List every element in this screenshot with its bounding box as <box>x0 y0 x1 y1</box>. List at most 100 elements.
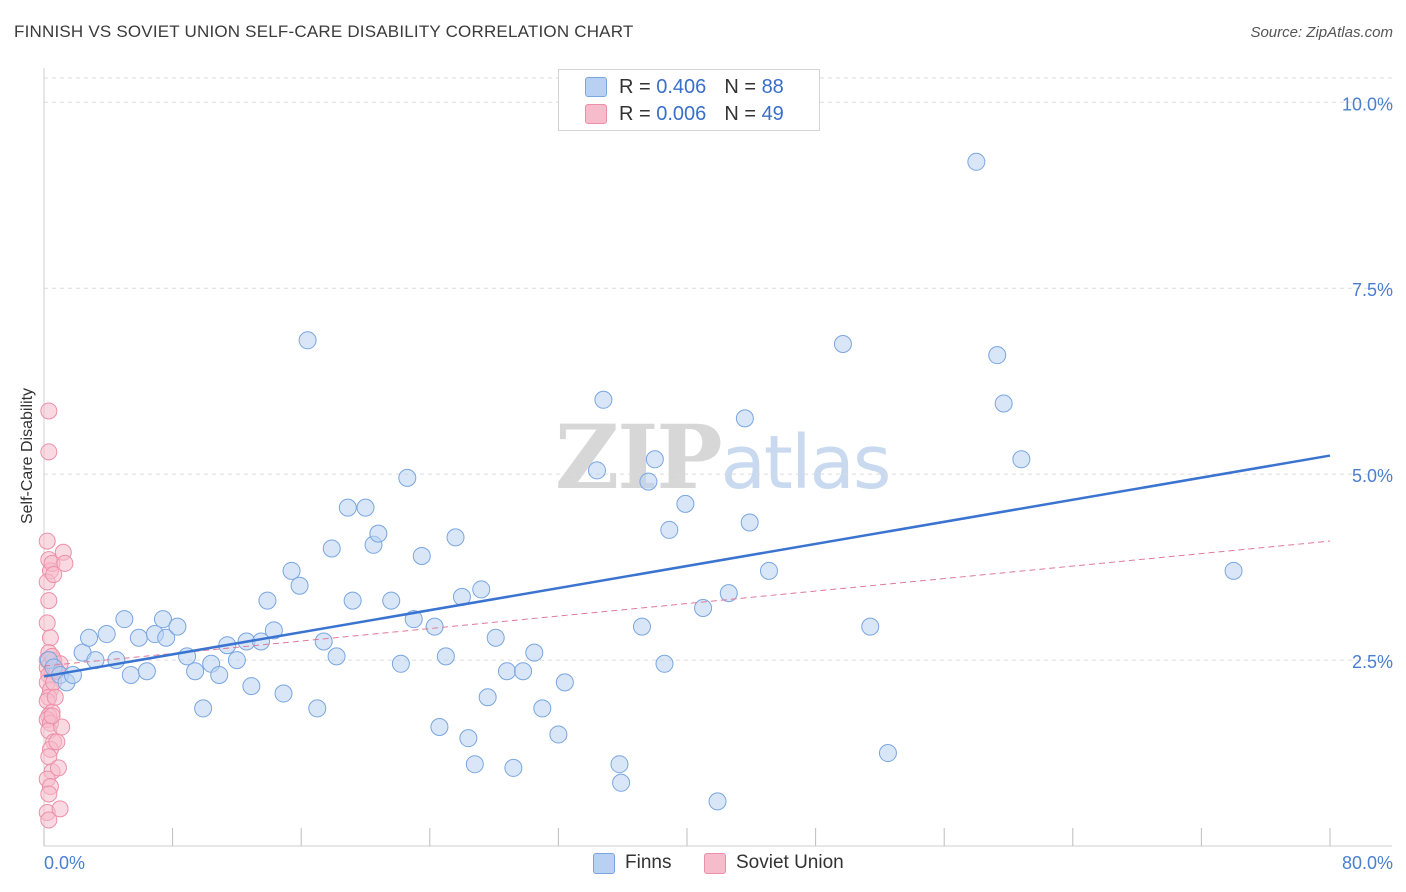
watermark-atlas: atlas <box>720 420 892 506</box>
finns-point <box>430 718 449 737</box>
finns-point <box>994 394 1013 413</box>
finns-point <box>412 546 431 565</box>
finns-point <box>356 498 375 517</box>
finns-point <box>322 539 341 558</box>
trend-lines <box>43 454 1331 678</box>
finns-point <box>369 524 388 543</box>
finns-point <box>660 520 679 539</box>
finns-point <box>735 409 754 428</box>
legend-item-soviet-union[interactable]: Soviet Union <box>704 852 844 874</box>
finns-point <box>227 651 246 670</box>
finns-point <box>525 643 544 662</box>
soviet-union-point <box>40 402 58 420</box>
legend-soviet-r-value: 0.006 <box>656 102 707 125</box>
soviet-union-point <box>49 759 67 777</box>
finns-point <box>555 673 574 692</box>
axis-layer <box>43 68 1392 847</box>
finns-point <box>587 461 606 480</box>
finns-point <box>298 331 317 350</box>
finns-point <box>63 665 82 684</box>
finns-point <box>115 610 134 629</box>
soviet-union-point <box>56 554 74 572</box>
finns-point <box>343 591 362 610</box>
finns-point <box>459 729 478 748</box>
finns-point <box>290 576 309 595</box>
finns-point <box>338 498 357 517</box>
soviet-union-point <box>51 800 69 818</box>
y-tick-label: 7.5% <box>1352 280 1393 300</box>
soviet-union-point <box>45 566 63 584</box>
finns-point <box>398 468 417 487</box>
finns-point <box>264 621 283 640</box>
finns-point <box>137 662 156 681</box>
finns-point <box>194 699 213 718</box>
correlation-legend: R = 0.406 N = 88 R = 0.006 N = 49 <box>558 69 820 131</box>
finns-point <box>80 628 99 647</box>
finns-point <box>478 688 497 707</box>
finns-point <box>861 617 880 636</box>
x-tick-label: 0.0% <box>44 853 85 873</box>
legend-finns-label: Finns <box>625 852 672 873</box>
finns-point <box>97 625 116 644</box>
legend-soviet-r-label: R = <box>619 102 651 125</box>
source-credit: Source: ZipAtlas.com <box>1250 24 1393 41</box>
finns-point <box>121 665 140 684</box>
finns-point <box>282 561 301 580</box>
finns-point <box>1224 561 1243 580</box>
finns-point <box>274 684 293 703</box>
legend-item-finns[interactable]: Finns <box>593 852 671 874</box>
legend-soviet-n-label: N = <box>724 102 756 125</box>
finns-point <box>719 584 738 603</box>
legend-row-finns: R = 0.406 N = 88 <box>585 75 784 99</box>
finns-point <box>497 662 516 681</box>
finns-point <box>242 677 261 696</box>
finns-point <box>740 513 759 532</box>
finns-point <box>486 628 505 647</box>
finns-point <box>465 755 484 774</box>
watermark: ZIPatlas <box>555 405 892 509</box>
soviet-union-point <box>40 785 58 803</box>
finns-point <box>594 390 613 409</box>
finns-point <box>168 617 187 636</box>
chart-title: FINNISH VS SOVIET UNION SELF-CARE DISABI… <box>14 22 634 41</box>
finns-point <box>446 528 465 547</box>
soviet-union-point <box>41 629 59 647</box>
finns-point <box>833 335 852 354</box>
finns-point <box>694 599 713 618</box>
finns-point <box>153 610 172 629</box>
finns-point <box>314 632 333 651</box>
finns-point <box>1012 450 1031 469</box>
legend-finns-r-label: R = <box>619 75 651 98</box>
finns-point <box>504 758 523 777</box>
finns-point <box>129 628 148 647</box>
finns-point <box>436 647 455 666</box>
finns-point <box>549 725 568 744</box>
soviet-union-point <box>46 688 64 706</box>
finns-point <box>186 662 205 681</box>
finns-point <box>157 628 176 647</box>
finns-trend-line <box>43 454 1331 678</box>
finns-point <box>878 744 897 763</box>
legend-soviet-label: Soviet Union <box>736 852 844 873</box>
y-axis-label: Self-Care Disability <box>19 387 36 525</box>
y-tick-label: 10.0% <box>1342 94 1393 114</box>
finns-point <box>676 494 695 513</box>
finns-point <box>632 617 651 636</box>
grid-layer <box>44 77 1392 661</box>
finns-point <box>708 792 727 811</box>
finns-point <box>327 647 346 666</box>
legend-finns-r-value: 0.406 <box>656 75 707 98</box>
finns-point <box>391 654 410 673</box>
legend-row-soviet: R = 0.006 N = 49 <box>585 102 784 126</box>
finns-point <box>612 773 631 792</box>
finns-point <box>210 665 229 684</box>
finns-legend-swatch <box>593 852 615 874</box>
soviet-union-point <box>40 592 58 610</box>
finns-point <box>988 346 1007 365</box>
soviet-union-point <box>48 733 66 751</box>
finns-point <box>645 450 664 469</box>
finns-point <box>258 591 277 610</box>
tick-labels: 2.5% 5.0% 7.5% 10.0% 0.0% 80.0% <box>44 94 1393 873</box>
legend-finns-n-value: 88 <box>761 75 784 98</box>
